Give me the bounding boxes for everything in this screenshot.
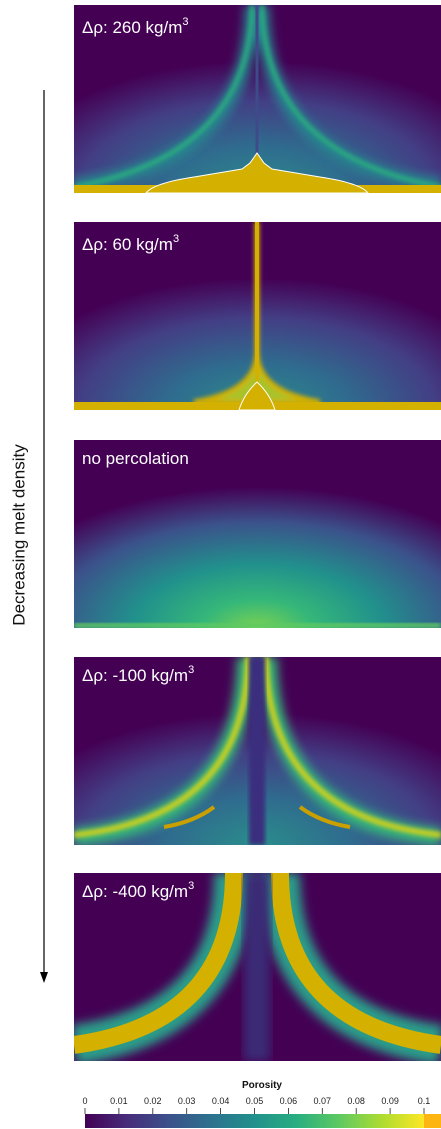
tick-label: 0.04 (212, 1096, 230, 1106)
colorbar (85, 1114, 424, 1128)
panel-label: Δρ: -400 kg/m3 (82, 880, 194, 901)
tick-label: 0.06 (280, 1096, 298, 1106)
colorbar-extension (424, 1114, 441, 1128)
tick-label: 0.05 (246, 1096, 264, 1106)
tick-label: 0.02 (144, 1096, 162, 1106)
panel-label: Δρ: 260 kg/m3 (82, 16, 189, 37)
panel-label: Δρ: 60 kg/m3 (82, 233, 179, 254)
axis-label: Decreasing melt density (9, 444, 28, 626)
tick-label: 0.09 (381, 1096, 399, 1106)
panel: no percolation (74, 440, 441, 628)
tick-label: 0.01 (110, 1096, 128, 1106)
tick-label: 0.07 (314, 1096, 332, 1106)
tick-label: 0 (82, 1096, 87, 1106)
tick-label: 0.03 (178, 1096, 196, 1106)
colorbar-title: Porosity (242, 1080, 282, 1091)
tick-label: 0.1 (418, 1096, 431, 1106)
panel-label: no percolation (82, 449, 189, 468)
panel-label: Δρ: -100 kg/m3 (82, 664, 194, 685)
panel: Δρ: 60 kg/m3 (74, 222, 441, 410)
tick-label: 0.08 (347, 1096, 365, 1106)
panel: Δρ: -400 kg/m3 (74, 873, 441, 1061)
colorbar-ticks: 0 0.01 0.02 0.03 0.04 0.05 0.06 0.07 0.08 0.09 0.1 (82, 1096, 430, 1114)
panel: Δρ: 260 kg/m3 (74, 5, 441, 193)
panel: Δρ: -100 kg/m3 (74, 657, 441, 845)
arrow-head (40, 972, 48, 983)
